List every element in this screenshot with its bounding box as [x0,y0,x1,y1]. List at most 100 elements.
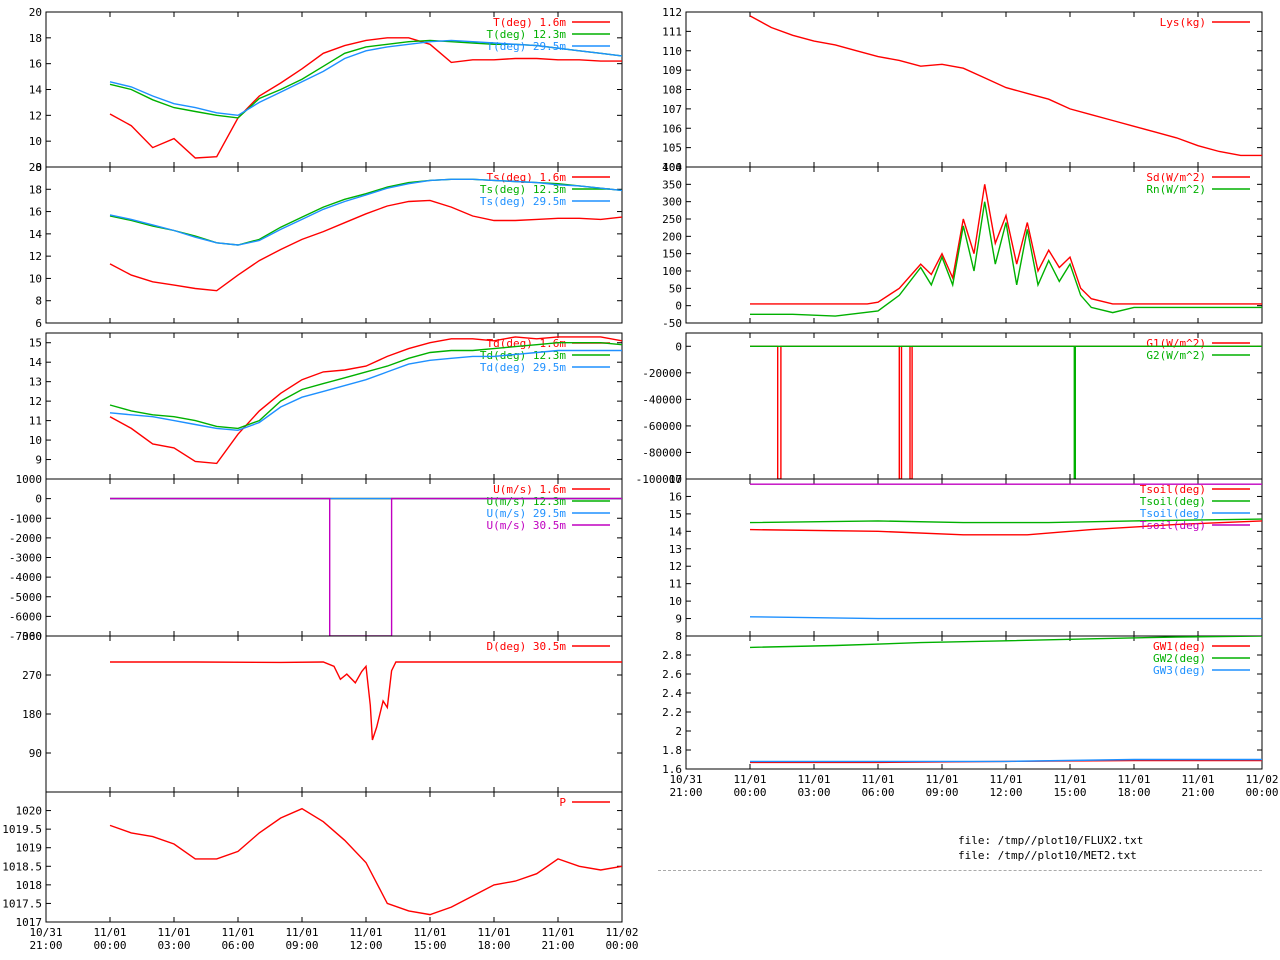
legend-label: Td(deg) 29.5m [480,361,566,374]
x-tick-label-date: 11/01 [477,926,510,939]
series-line-sd-1 [750,201,1262,317]
panel-lys: 104 105 106 107 108 109 110 111 112 Lys(kg) [662,6,1263,174]
y-tick-label: 13 [29,376,42,389]
y-tick-label: 1.6 [662,763,682,776]
x-tick-label-date: 11/01 [1117,773,1150,786]
x-tick-label-time: 18:00 [477,939,510,952]
series-line-u-3 [110,497,622,636]
y-tick-label: 100 [662,265,682,278]
legend-label: GW3(deg) [1153,664,1206,677]
y-tick-label: -5000 [9,591,42,604]
y-tick-label: 1019.5 [2,823,42,836]
y-tick-label: 0 [675,300,682,313]
panel-gw: 1.61.822.22.42.62.810/3121:0011/0100:001… [662,635,1279,799]
series-line-gw-2 [750,758,1262,763]
x-tick-label-date: 10/31 [669,773,702,786]
y-tick-label: 50 [669,282,682,295]
legend-label: Tsoil(deg) [1140,519,1206,532]
x-tick-label-date: 11/01 [733,773,766,786]
y-tick-label: -80000 [642,446,682,459]
y-tick-label: 108 [662,84,682,97]
y-tick-label: 11 [29,415,42,428]
panel-frame [685,166,1263,324]
y-tick-label: 0 [35,493,42,506]
series-line-lys-0 [749,15,1262,157]
x-tick-label-time: 03:00 [797,786,830,799]
series-line-g-0 [750,345,1262,479]
y-tick-label: -50 [662,317,682,330]
y-tick-label: -3000 [9,552,42,565]
x-tick-label-date: 11/01 [349,926,382,939]
y-tick-label: 1.8 [662,744,682,757]
x-tick-label-date: 11/01 [157,926,190,939]
series-line-t-0 [109,37,622,159]
x-tick-label-time: 00:00 [93,939,126,952]
series-line-td-2 [109,349,622,432]
y-tick-label: 10 [29,135,42,148]
x-tick-label-time: 03:00 [157,939,190,952]
y-tick-label: 1017 [16,916,43,929]
y-tick-label: 14 [29,356,43,369]
y-tick-label: 12 [29,109,42,122]
panel-frame [685,11,1263,168]
x-tick-label-date: 11/01 [925,773,958,786]
y-tick-label: 90 [29,747,42,760]
legend-label: Tsoil(deg) [1140,483,1206,496]
y-tick-label: 20 [29,161,42,174]
x-tick-label-time: 00:00 [733,786,766,799]
y-tick-label: 360 [22,630,42,643]
x-tick-label-date: 11/01 [1181,773,1214,786]
panel-u: -7000 -6000 -5000 -4000 -3000 -2000 -1000 0 1000… [9,473,623,643]
y-tick-label: 8 [35,161,42,174]
legend-label: G2(W/m^2) [1146,349,1206,362]
y-tick-label: 400 [662,161,682,174]
y-tick-label: -2000 [9,532,42,545]
y-tick-label: 9 [675,613,682,626]
x-tick-label-date: 11/02 [605,926,638,939]
panel-t: 8 10 12 14 16 18 20 T(deg) 1.6mT(deg) 12.3mT(de… [29,6,623,174]
x-tick-label-time: 12:00 [349,939,382,952]
x-tick-label-time: 09:00 [925,786,958,799]
x-tick-label-date: 11/01 [797,773,830,786]
series-line-g-1 [750,345,1262,479]
y-tick-label: 2.2 [662,706,682,719]
y-tick-label: -6000 [9,610,42,623]
panel-frame [685,635,1263,770]
series-line-gw-1 [749,636,1262,649]
panel-sd: -50 0 50 100 150 200 250 300 350 400 Sd(W/m^2)Rn(W… [662,161,1263,330]
y-tick-label: 1018 [16,879,43,892]
y-tick-label: 2 [675,725,682,738]
x-tick-label-time: 09:00 [285,939,318,952]
panel-frame [45,791,623,923]
file-path-met: file: /tmp//plot10/MET2.txt [958,849,1137,862]
x-tick-label-date: 11/02 [1245,773,1278,786]
y-tick-label: 250 [662,213,682,226]
legend-label: Tsoil(deg) [1140,507,1206,520]
series-line-ts-2 [109,178,622,246]
y-tick-label: 13 [669,543,682,556]
x-tick-label-time: 06:00 [221,939,254,952]
y-tick-label: 200 [662,230,682,243]
x-tick-label-date: 11/01 [861,773,894,786]
y-tick-label: 18 [29,183,42,196]
series-line-tsoil-2 [749,616,1262,620]
y-tick-label: 111 [662,25,682,38]
y-tick-label: 0 [675,340,682,353]
y-tick-label: 10 [29,434,42,447]
legend-label: U(m/s) 29.5m [487,507,567,520]
y-tick-label: -100000 [636,473,682,486]
y-tick-label: -7000 [9,630,42,643]
legend-label: T(deg) 1.6m [493,16,566,29]
series-line-tsoil-1 [749,518,1262,524]
x-tick-label-time: 18:00 [1117,786,1150,799]
y-tick-label: 14 [29,84,43,97]
x-tick-label-date: 11/01 [285,926,318,939]
y-tick-label: 300 [662,196,682,209]
legend-label: GW1(deg) [1153,640,1206,653]
x-tick-label-time: 06:00 [861,786,894,799]
series-line-t-2 [109,39,622,117]
series-line-d-0 [110,661,622,741]
